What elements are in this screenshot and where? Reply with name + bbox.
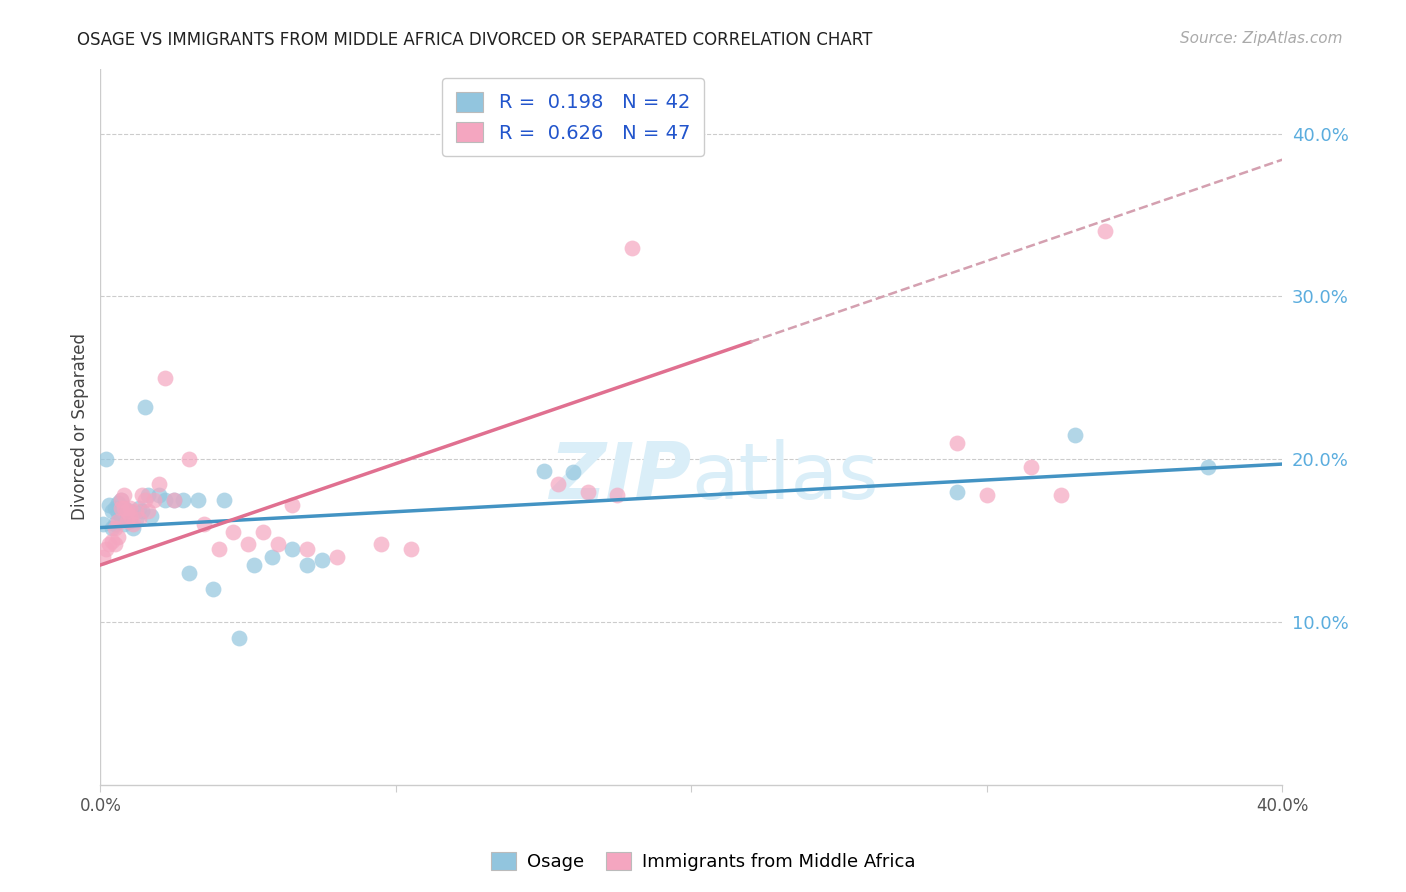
Point (128, 501, 150, 516)
Point (118, 514, 141, 528)
Point (107, 514, 129, 528)
Point (325, 549, 347, 564)
Point (91, 517, 114, 532)
Point (547, 476, 569, 491)
Text: Source: ZipAtlas.com: Source: ZipAtlas.com (1180, 31, 1343, 46)
Point (110, 492, 132, 507)
Point (295, 541, 318, 556)
Point (1019, 460, 1042, 475)
Point (370, 537, 392, 551)
Point (121, 520, 143, 534)
Text: ZIP: ZIP (548, 439, 692, 515)
Point (139, 509, 162, 524)
Point (243, 558, 266, 572)
Text: atlas: atlas (692, 439, 879, 515)
Point (1197, 460, 1219, 475)
Point (281, 541, 304, 556)
Point (104, 501, 127, 516)
Point (107, 506, 129, 520)
Point (110, 501, 132, 516)
Point (101, 520, 124, 534)
Point (163, 492, 186, 507)
Point (148, 476, 170, 491)
Point (177, 566, 200, 581)
Point (1064, 427, 1087, 442)
Point (131, 504, 153, 518)
Point (1094, 224, 1116, 238)
Point (131, 488, 153, 502)
Point (115, 509, 138, 524)
Point (118, 504, 141, 518)
Point (576, 484, 599, 499)
Point (155, 492, 177, 507)
Point (121, 517, 143, 532)
Point (104, 520, 127, 534)
Point (91, 549, 114, 564)
Point (222, 525, 245, 540)
Point (110, 492, 132, 507)
Point (107, 530, 129, 544)
Point (134, 492, 156, 507)
Point (115, 504, 138, 518)
Point (606, 488, 628, 502)
Point (621, 241, 644, 255)
Point (281, 498, 304, 512)
Point (101, 504, 124, 518)
Point (172, 492, 194, 507)
Point (1049, 488, 1071, 502)
Point (214, 492, 236, 507)
Point (562, 465, 585, 479)
Legend: Osage, Immigrants from Middle Africa: Osage, Immigrants from Middle Africa (484, 845, 922, 879)
Point (104, 517, 127, 532)
Point (201, 582, 224, 597)
Point (207, 541, 229, 556)
Point (98, 537, 121, 551)
Point (136, 488, 159, 502)
Point (107, 496, 129, 510)
Point (228, 632, 250, 646)
Point (976, 488, 998, 502)
Point (115, 514, 138, 528)
Point (177, 452, 200, 467)
Point (148, 488, 170, 502)
Point (260, 549, 283, 564)
Point (266, 537, 288, 551)
Point (112, 501, 135, 516)
Point (136, 504, 159, 518)
Point (142, 492, 165, 507)
Point (295, 558, 318, 572)
Point (112, 488, 135, 502)
Point (252, 525, 274, 540)
Point (134, 400, 156, 414)
Point (236, 537, 259, 551)
Point (311, 553, 333, 567)
Point (104, 537, 127, 551)
Point (112, 501, 135, 516)
Point (193, 517, 215, 532)
Point (399, 541, 422, 556)
Point (946, 436, 969, 450)
Point (118, 509, 141, 524)
Point (533, 464, 555, 478)
Point (96, 541, 118, 556)
Point (101, 533, 124, 548)
Point (110, 509, 132, 524)
Point (128, 512, 150, 526)
Point (96, 452, 118, 467)
Point (98, 498, 121, 512)
Point (125, 512, 148, 526)
Point (125, 504, 148, 518)
Point (155, 371, 177, 385)
Point (187, 492, 209, 507)
Legend: R =  0.198   N = 42, R =  0.626   N = 47: R = 0.198 N = 42, R = 0.626 N = 47 (443, 78, 704, 156)
Point (163, 492, 186, 507)
Point (946, 484, 969, 499)
Point (112, 517, 135, 532)
Y-axis label: Divorced or Separated: Divorced or Separated (72, 333, 89, 520)
Text: OSAGE VS IMMIGRANTS FROM MIDDLE AFRICA DIVORCED OR SEPARATED CORRELATION CHART: OSAGE VS IMMIGRANTS FROM MIDDLE AFRICA D… (77, 31, 873, 49)
Point (118, 501, 141, 516)
